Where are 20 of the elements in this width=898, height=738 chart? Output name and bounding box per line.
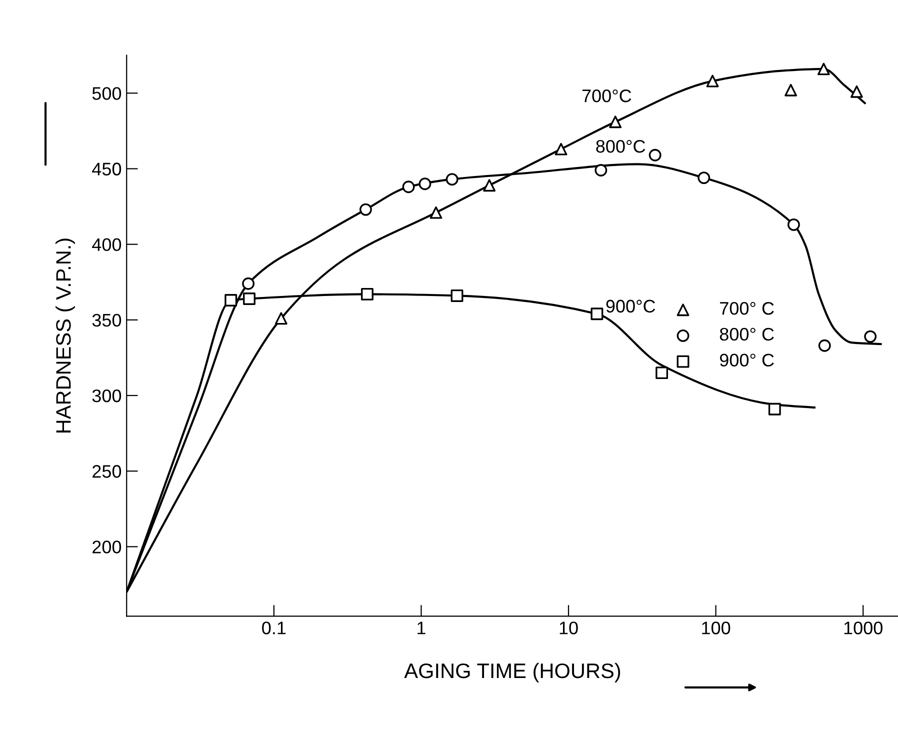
y-tick-label: 250	[92, 465, 122, 478]
y-tick-label: 450	[92, 162, 122, 176]
annotation: 700°C	[582, 89, 632, 102]
legend-label: 900° C	[720, 354, 774, 366]
annotation: 800°C	[596, 140, 646, 153]
y-tick-label: 200	[92, 540, 122, 554]
legend-label: 700° C	[720, 302, 774, 315]
x-tick-label: 1000	[844, 622, 882, 634]
y-tick-label: 300	[92, 389, 122, 402]
y-axis-title: HARDNESS ( V.P.N.)	[56, 238, 75, 432]
y-tick-label: 350	[92, 314, 122, 327]
x-tick-label: 100	[702, 622, 730, 634]
x-tick-label: 0.1	[262, 622, 286, 634]
y-tick-label: 400	[92, 238, 122, 252]
x-tick-label: 10	[560, 622, 578, 634]
x-tick-label: 1	[418, 622, 426, 634]
y-tick-label: 500	[92, 87, 122, 100]
x-axis-title: AGING TIME (HOURS)	[404, 662, 620, 682]
legend-label: 800° C	[720, 328, 774, 341]
annotation: 900°C	[606, 300, 656, 313]
